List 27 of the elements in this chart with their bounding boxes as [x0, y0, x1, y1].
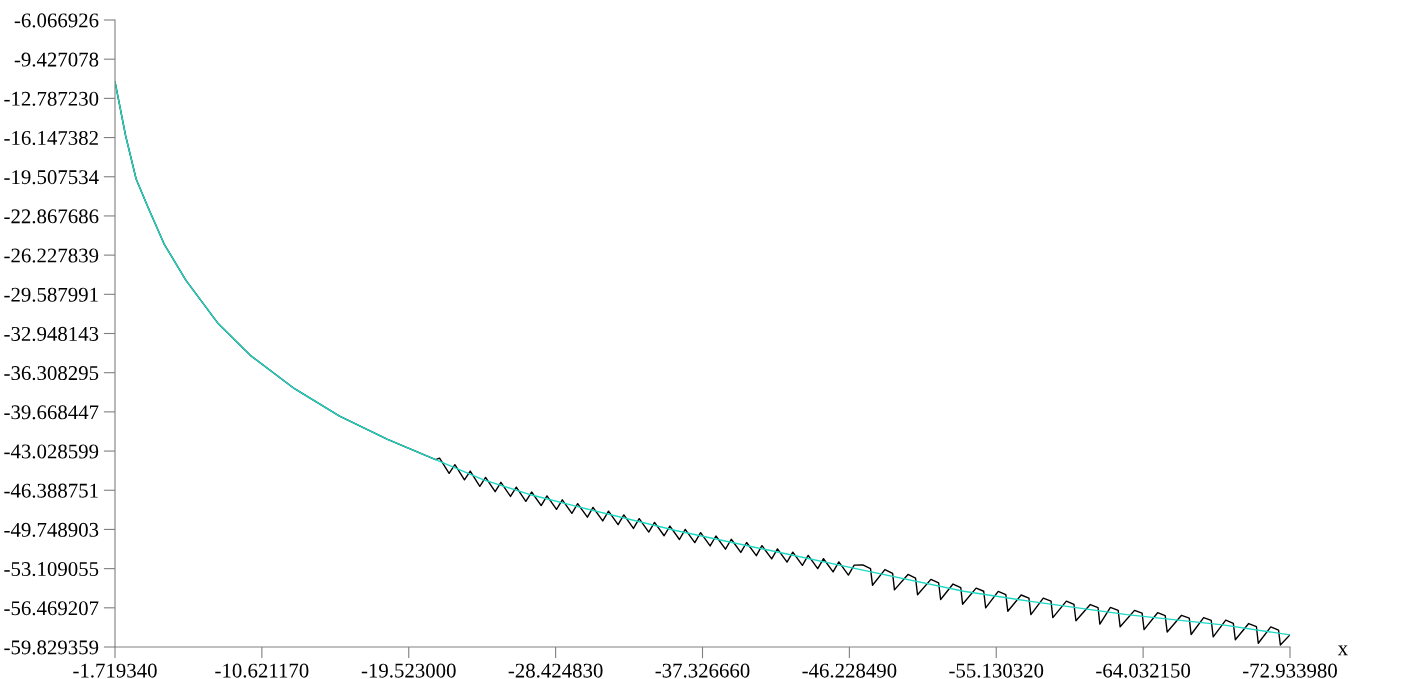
x-tick-label: -46.228490 [802, 663, 897, 678]
y-tick-label: -26.227839 [4, 248, 99, 263]
x-tick-label: -37.326660 [655, 663, 750, 678]
y-tick-label: -46.388751 [4, 483, 98, 498]
x-tick-label: -64.032150 [1096, 663, 1191, 678]
y-tick-label: -29.587991 [4, 287, 98, 302]
x-tick-label: -28.424830 [508, 663, 603, 678]
y-tick-label: -36.308295 [4, 366, 99, 381]
y-tick-label: -39.668447 [4, 405, 99, 420]
y-tick-label: -22.867686 [4, 209, 99, 224]
y-tick-label: -32.948143 [4, 326, 99, 342]
y-tick-label: -16.147382 [4, 130, 98, 146]
y-tick-label: -49.748903 [4, 522, 99, 537]
y-tick-label: -19.507534 [4, 170, 99, 185]
x-tick-label: -72.933980 [1243, 663, 1337, 678]
x-axis-title: x [1337, 645, 1348, 656]
y-tick-label: -43.028599 [4, 444, 99, 459]
x-tick-label: -10.621170 [215, 663, 309, 678]
y-tick-label: -9.427078 [14, 52, 99, 67]
y-tick-label: -56.469207 [4, 601, 99, 616]
x-tick-label: -55.130320 [949, 663, 1044, 678]
y-tick-label: -59.829359 [4, 640, 99, 655]
y-tick-label: -12.787230 [4, 91, 99, 106]
x-tick-label: -19.523000 [361, 663, 456, 678]
y-tick-label: -53.109055 [4, 562, 99, 577]
y-tick-label: -6.066926 [14, 13, 99, 28]
x-tick-label: -1.719340 [73, 663, 157, 678]
